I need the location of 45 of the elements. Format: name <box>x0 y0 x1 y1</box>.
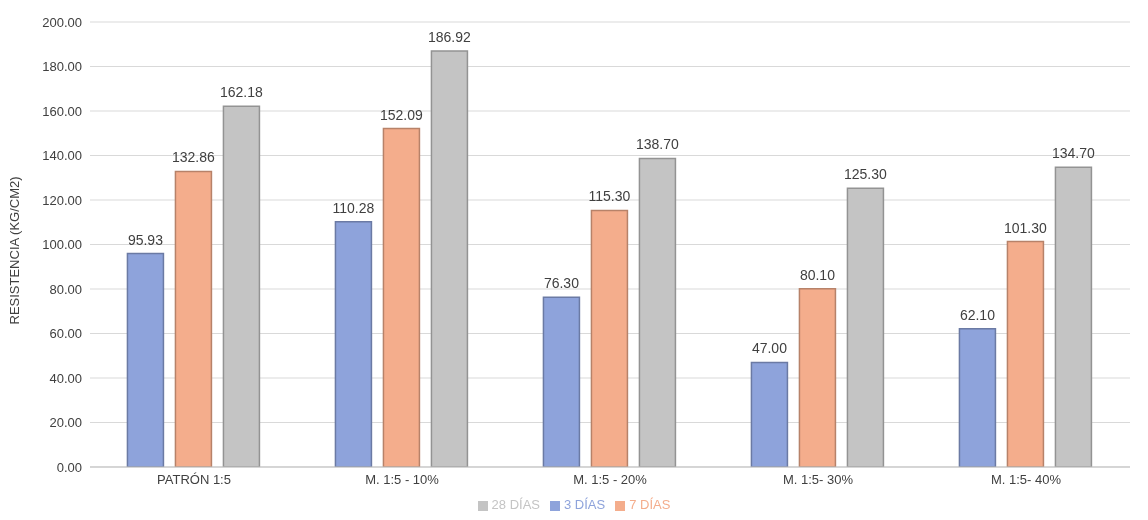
data-label: 110.28 <box>332 199 375 216</box>
data-label: 95.93 <box>127 231 164 248</box>
legend-label: 7 DÍAS <box>629 497 671 512</box>
data-label: 152.09 <box>380 106 424 123</box>
x-tick-label: M. 1:5 - 20% <box>573 472 648 488</box>
data-label: 62.10 <box>959 306 996 323</box>
data-label: 80.10 <box>799 266 836 283</box>
data-label: 76.30 <box>543 275 580 292</box>
bar <box>958 328 997 467</box>
y-axis-title: RESISTENCIA (KG/CM2) <box>6 176 22 325</box>
x-tick-label: M. 1:5 - 10% <box>365 472 440 488</box>
y-tick-label: 0.00 <box>56 459 82 475</box>
x-tick-label: PATRÓN 1:5 <box>157 472 231 488</box>
x-tick-label: M. 1:5- 30% <box>782 472 854 488</box>
y-tick-label: 20.00 <box>49 415 82 431</box>
y-tick-label: 160.00 <box>42 103 82 119</box>
bar <box>126 252 165 467</box>
bar <box>542 296 581 467</box>
y-tick-label: 180.00 <box>42 59 82 75</box>
y-tick-label: 120.00 <box>42 192 82 208</box>
data-label: 47.00 <box>751 340 788 357</box>
bar <box>334 220 373 467</box>
data-label: 138.70 <box>636 136 680 153</box>
x-tick-label: M. 1:5- 40% <box>990 472 1062 488</box>
legend-label: 3 DÍAS <box>564 497 606 512</box>
bar <box>174 170 213 467</box>
data-label: 132.86 <box>172 149 216 166</box>
bar <box>382 127 421 467</box>
y-tick-label: 100.00 <box>42 237 82 253</box>
bar <box>590 209 629 467</box>
data-label: 101.30 <box>1004 219 1048 236</box>
data-label: 134.70 <box>1052 145 1096 162</box>
data-label: 186.92 <box>428 29 472 46</box>
y-tick-label: 200.00 <box>42 14 82 30</box>
data-label: 115.30 <box>588 188 631 205</box>
y-tick-label: 80.00 <box>49 281 82 297</box>
y-tick-label: 140.00 <box>42 148 82 164</box>
y-tick-label: 60.00 <box>49 326 82 342</box>
bar <box>1006 240 1045 467</box>
y-tick-label: 40.00 <box>49 370 82 386</box>
legend-label: 28 DÍAS <box>491 497 541 512</box>
data-label: 125.30 <box>844 166 888 183</box>
bar <box>750 361 789 467</box>
data-label: 162.18 <box>220 84 264 101</box>
bar <box>798 288 837 467</box>
